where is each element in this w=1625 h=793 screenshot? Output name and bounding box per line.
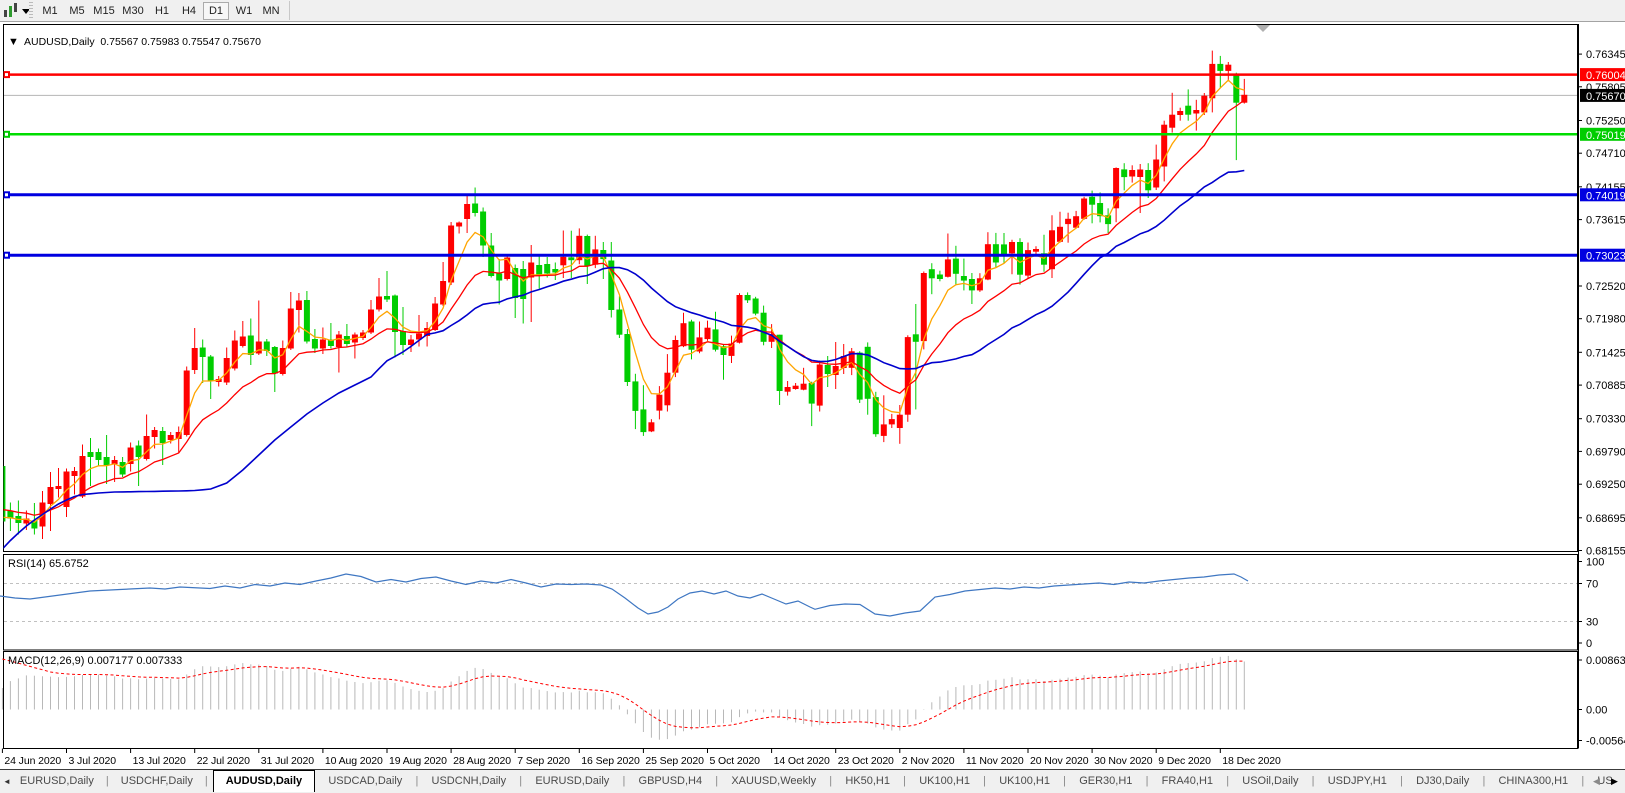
svg-text:24 Jun 2020: 24 Jun 2020 — [4, 755, 61, 767]
svg-text:30 Nov 2020: 30 Nov 2020 — [1094, 755, 1153, 767]
svg-text:23 Oct 2020: 23 Oct 2020 — [838, 755, 894, 767]
svg-text:0: 0 — [1586, 638, 1592, 650]
svg-text:▼: ▼ — [8, 36, 19, 48]
svg-text:3 Jul 2020: 3 Jul 2020 — [69, 755, 117, 767]
svg-text:7 Sep 2020: 7 Sep 2020 — [517, 755, 570, 767]
svg-text:0.75019: 0.75019 — [1586, 130, 1625, 142]
svg-text:0.74019: 0.74019 — [1586, 190, 1625, 202]
svg-text:0.69250: 0.69250 — [1586, 479, 1625, 491]
svg-text:0.00: 0.00 — [1586, 705, 1607, 717]
svg-text:19 Aug 2020: 19 Aug 2020 — [389, 755, 447, 767]
svg-text:2 Nov 2020: 2 Nov 2020 — [902, 755, 955, 767]
svg-text:0.69790: 0.69790 — [1586, 446, 1625, 458]
svg-text:AUDUSD,Daily 0.75567 0.75983: AUDUSD,Daily 0.75567 0.75983 0.75547 0.7… — [24, 36, 261, 48]
svg-text:0.008633: 0.008633 — [1586, 655, 1625, 667]
svg-text:0.68155: 0.68155 — [1586, 546, 1625, 558]
svg-text:10 Aug 2020: 10 Aug 2020 — [325, 755, 383, 767]
svg-text:31 Jul 2020: 31 Jul 2020 — [261, 755, 314, 767]
svg-text:0.75250: 0.75250 — [1586, 116, 1625, 128]
svg-text:16 Sep 2020: 16 Sep 2020 — [581, 755, 640, 767]
svg-text:0.73023: 0.73023 — [1586, 251, 1625, 263]
svg-text:0.71980: 0.71980 — [1586, 314, 1625, 326]
svg-text:0.68695: 0.68695 — [1586, 513, 1625, 525]
svg-text:0.73615: 0.73615 — [1586, 215, 1625, 227]
svg-text:20 Nov 2020: 20 Nov 2020 — [1030, 755, 1089, 767]
svg-text:22 Jul 2020: 22 Jul 2020 — [197, 755, 250, 767]
svg-text:0.74710: 0.74710 — [1586, 148, 1625, 160]
svg-text:0.76004: 0.76004 — [1586, 70, 1625, 82]
svg-text:9 Dec 2020: 9 Dec 2020 — [1158, 755, 1211, 767]
svg-text:18 Dec 2020: 18 Dec 2020 — [1222, 755, 1281, 767]
svg-text:MACD(12,26,9) 0.007177 0.00733: MACD(12,26,9) 0.007177 0.007333 — [8, 655, 182, 667]
svg-text:5 Oct 2020: 5 Oct 2020 — [710, 755, 761, 767]
svg-text:0.70885: 0.70885 — [1586, 380, 1625, 392]
svg-text:25 Sep 2020: 25 Sep 2020 — [645, 755, 704, 767]
svg-text:14 Oct 2020: 14 Oct 2020 — [774, 755, 830, 767]
svg-text:28 Aug 2020: 28 Aug 2020 — [453, 755, 511, 767]
svg-text:0.76345: 0.76345 — [1586, 49, 1625, 61]
svg-text:100: 100 — [1586, 557, 1604, 569]
svg-text:0.70330: 0.70330 — [1586, 414, 1625, 426]
svg-text:70: 70 — [1586, 579, 1598, 591]
svg-text:30: 30 — [1586, 617, 1598, 629]
svg-text:13 Jul 2020: 13 Jul 2020 — [133, 755, 186, 767]
svg-text:11 Nov 2020: 11 Nov 2020 — [966, 755, 1024, 767]
svg-text:-0.005641: -0.005641 — [1586, 736, 1625, 748]
svg-text:0.71425: 0.71425 — [1586, 347, 1625, 359]
svg-text:0.75670: 0.75670 — [1586, 91, 1625, 103]
svg-text:0.72520: 0.72520 — [1586, 281, 1625, 293]
svg-text:RSI(14) 65.6752: RSI(14) 65.6752 — [8, 558, 89, 570]
